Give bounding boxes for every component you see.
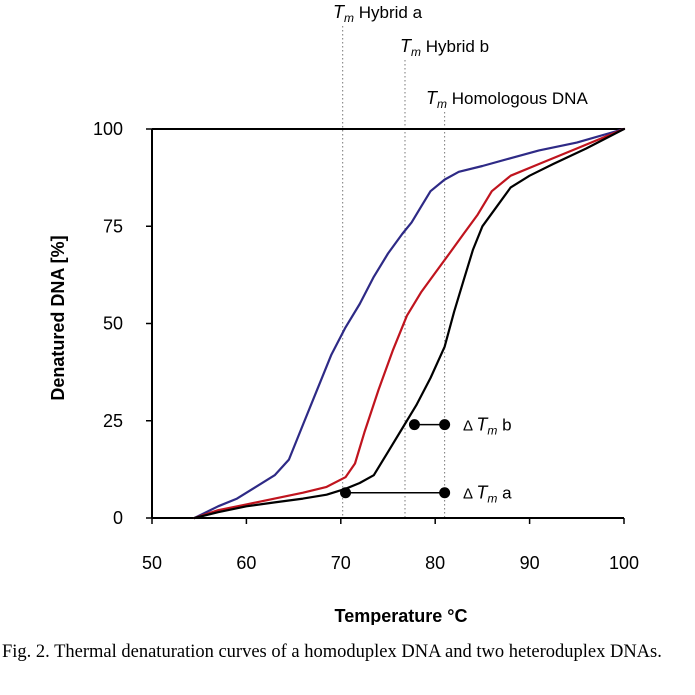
x-tick-label: 100 xyxy=(609,553,639,573)
tm-reference-labels: Tm Hybrid a Tm Hybrid b Tm Homologous DNA xyxy=(333,2,588,111)
y-axis-ticks: 0 25 50 75 100 xyxy=(93,119,152,528)
x-tick-label: 50 xyxy=(142,553,162,573)
delta-tm-label: Δ Tm a xyxy=(463,483,512,506)
x-tick-label: 90 xyxy=(520,553,540,573)
y-axis-title: Denatured DNA [%] xyxy=(48,235,68,400)
tm-reference-label: Tm Homologous DNA xyxy=(426,88,588,111)
delta-tm-dot xyxy=(408,419,420,431)
delta-tm-dot xyxy=(439,487,451,499)
axes xyxy=(151,128,624,519)
x-axis-title: Temperature °C xyxy=(335,606,468,625)
series-line xyxy=(193,127,626,520)
y-tick-label: 25 xyxy=(103,411,123,431)
series-line xyxy=(193,127,626,520)
tm-reference-label: Tm Hybrid a xyxy=(333,2,423,25)
y-tick-label: 100 xyxy=(93,119,123,139)
delta-tm-dot xyxy=(340,487,352,499)
figure-caption: Fig. 2. Thermal denaturation curves of a… xyxy=(2,642,662,662)
tm-reference-label: Tm Hybrid b xyxy=(400,36,489,59)
delta-tm-markers: Δ Tm a Δ Tm b xyxy=(340,415,512,506)
x-tick-label: 80 xyxy=(425,553,445,573)
delta-tm-dot xyxy=(439,419,451,431)
x-tick-label: 70 xyxy=(331,553,351,573)
series-line xyxy=(193,127,626,520)
series-lines xyxy=(193,127,626,520)
y-tick-label: 50 xyxy=(103,314,123,334)
tm-reference-lines xyxy=(342,26,446,518)
denaturation-chart: Tm Hybrid aTm Hybrid bTm Homologous DNA … xyxy=(48,2,639,625)
y-tick-label: 0 xyxy=(113,508,123,528)
x-tick-label: 60 xyxy=(236,553,256,573)
y-tick-label: 75 xyxy=(103,216,123,236)
x-axis-ticks: 50 60 70 80 90 100 xyxy=(142,518,639,573)
delta-tm-label: Δ Tm b xyxy=(463,415,512,438)
